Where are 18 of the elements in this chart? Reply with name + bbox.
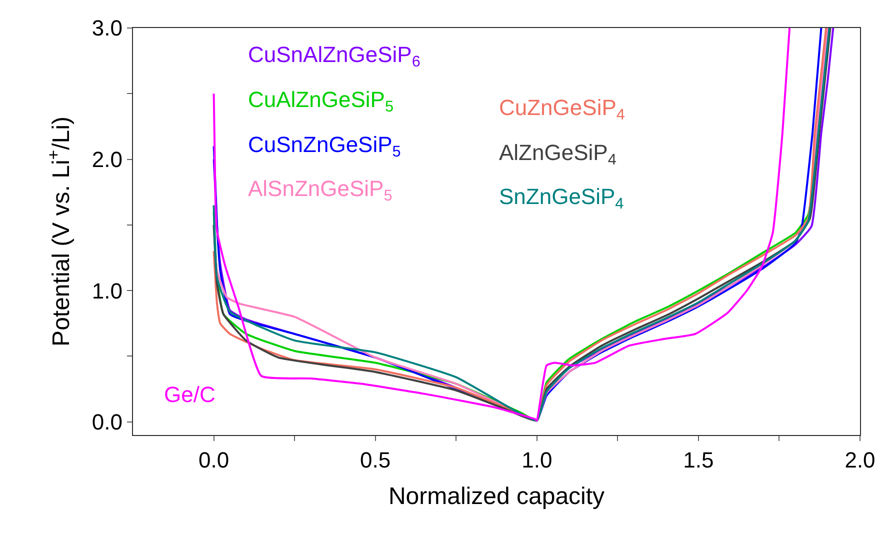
text: Ge/C [164,382,216,407]
series-label: AlSnZnGeSiP$_{5}$ [248,176,392,205]
y-tick-label: 2.0 [92,146,122,172]
x-tick-label: 1.0 [522,448,552,472]
x-tick-label: 0.5 [360,448,391,472]
y-tick-label: 0.0 [92,410,122,435]
text: AlZnGeSiP$_{4}$ [499,140,617,169]
text: CuSnAlZnGeSiP$_{6}$ [248,42,420,71]
x-tick-label: 1.5 [683,448,714,472]
x-tick-label: 2.0 [844,448,876,472]
y-tick-label: 1.0 [92,278,122,304]
x-axis-title: Normalized capacity [388,482,605,510]
text: CuZnGeSiP$_{4}$ [499,95,626,124]
series-label: CuSnZnGeSiP$_{5}$ [248,132,401,161]
text: CuAlZnGeSiP$_{5}$ [248,87,394,116]
y-tick-label: 3.0 [92,16,122,41]
text: SnZnGeSiP$_{4}$ [499,184,624,213]
x-tick-label: 0.0 [198,448,230,472]
